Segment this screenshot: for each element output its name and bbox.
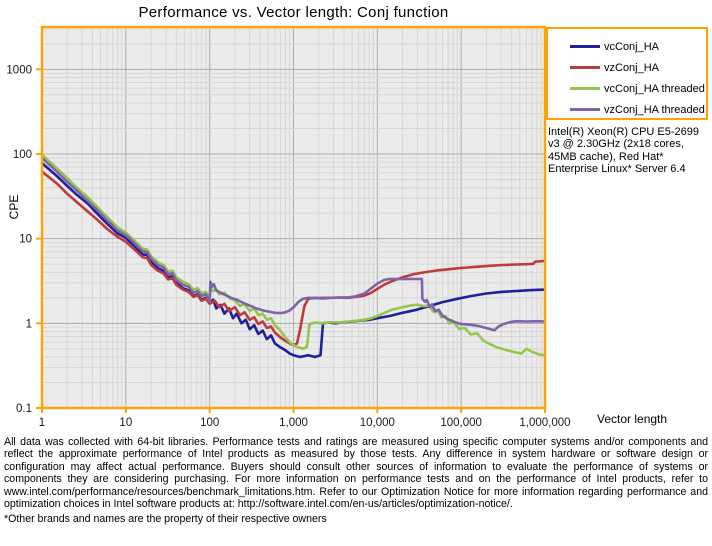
y-axis-title: CPE [7,194,21,220]
legend-item-0: vcConj_HA [548,36,706,57]
y-tick-label: 0.1 [16,403,32,415]
x-axis-title: Vector length [597,412,668,426]
disclaimer-text: All data was collected with 64-bit libra… [4,436,708,510]
series-line-3 [40,156,547,332]
x-tick-label: 1,000,000 [519,417,570,429]
legend-item-1: vzConj_HA [548,57,706,78]
y-tick-label: 10 [19,234,32,246]
series-line-1 [40,170,547,347]
x-tick-label: 10,000 [360,417,395,429]
legend-swatch-1 [570,66,600,69]
legend-swatch-2 [570,87,600,90]
legend-label-2: vcConj_HA threaded [604,82,705,95]
series-line-0 [40,161,547,359]
y-tick-label: 100 [13,149,32,161]
x-tick-label: 100,000 [440,417,482,429]
legend-label-3: vzConj_HA threaded [604,103,705,116]
x-tick-label: 1 [39,417,45,429]
x-tick-label: 100 [200,417,219,429]
legend-swatch-3 [570,108,600,111]
x-tick-label: 1,000 [279,417,308,429]
trademark-note: *Other brands and names are the property… [4,513,327,525]
chart-canvas: 1 10 100 1,000 10,000 100,000 1,000,000 0.1 1 10 1… [6,25,571,429]
system-info-text: Intel(R) Xeon(R) CPU E5-2699 v3 @ 2.30GH… [548,126,700,176]
y-tick-label: 1000 [6,64,32,76]
y-tick-label: 1 [26,318,32,330]
legend-swatch-0 [570,45,600,48]
chart-title: Performance vs. Vector length: Conj func… [138,4,449,21]
x-tick-label: 10 [119,417,132,429]
legend: vcConj_HA vzConj_HA vcConj_HA threaded vzCo… [546,27,708,120]
legend-label-0: vcConj_HA [604,40,660,53]
legend-item-3: vzConj_HA threaded [548,99,706,120]
legend-label-1: vzConj_HA [604,61,660,74]
plot-area: 1 10 100 1,000 10,000 100,000 1,000,000 0.1 1 10 1… [6,25,571,429]
legend-item-2: vcConj_HA threaded [548,78,706,99]
